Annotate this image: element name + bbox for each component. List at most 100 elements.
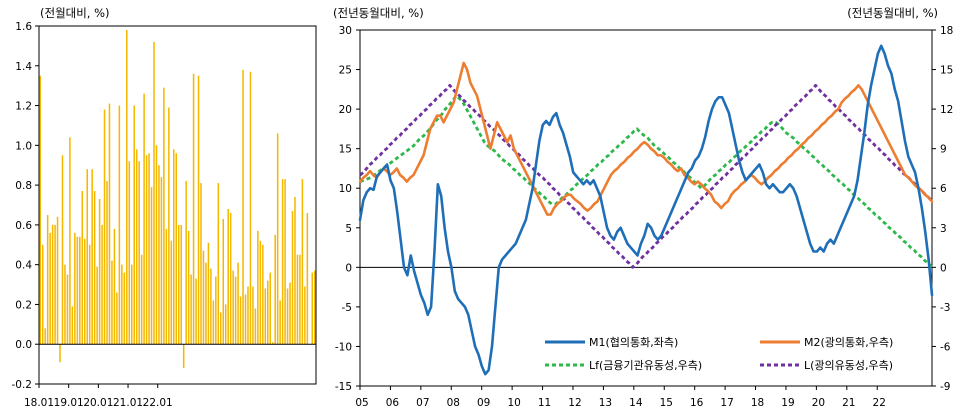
right-right-y-tick-label: 15 [940,65,953,77]
bar [187,230,190,345]
right-x-tick-label: 07 [416,397,429,409]
bar [111,260,113,345]
right-unit-label-right: (전년동월대비, %) [847,6,938,20]
left-y-tick-label: 1.2 [15,101,32,113]
legend-label: M2(광의통화,우측) [804,336,893,349]
left-y-axis: 1.6 1.4 1.2 1.0 0.8 0.6 0.4 0.2 0.0 -0.2 [12,21,39,391]
bar [304,286,306,345]
right-left-y-tick-label: 25 [339,65,352,77]
bar [192,73,195,345]
bar [145,155,148,345]
right-series-lines [358,44,934,376]
bar [158,165,160,345]
right-x-tick-label: 21 [842,397,855,409]
bar [150,187,153,345]
bar [41,244,44,345]
bar [227,208,229,345]
bar [168,107,170,345]
right-right-y-tick-label: -9 [940,381,950,393]
left-y-tick-label: 1.6 [15,21,32,33]
left-y-tick-label: 0.2 [15,299,32,311]
bar [61,155,64,345]
bar [143,93,145,345]
right-right-y-tick-label: 3 [940,223,947,235]
bar [229,212,232,345]
right-x-tick-label: 05 [355,397,368,409]
bar [232,270,234,345]
bar [279,300,281,345]
bar [254,308,257,345]
bar [59,344,61,363]
left-x-tick-label: 21.01 [113,397,143,409]
right-left-y-tick-label: 15 [339,144,352,156]
right-x-tick-label: 08 [447,397,460,409]
bar [155,145,158,345]
bar [153,41,155,345]
bar [311,272,314,345]
left-unit-label: (전월대비, %) [40,6,110,20]
bar [128,161,131,345]
left-bar-chart: (전월대비, %) 1.6 1.4 1.2 1.0 0.8 0.6 0.4 0.2 0.0 -0.… [12,6,317,409]
bar [200,183,202,345]
bar [170,240,173,345]
bar [249,71,252,345]
left-y-tick-label: 1.4 [15,61,32,73]
left-x-tick-label: 22.01 [143,397,173,409]
bar [83,238,86,345]
bar [91,169,93,345]
bar [284,179,286,345]
bar [237,262,239,345]
bar [269,272,272,345]
right-left-y-tick-label: -10 [335,341,352,353]
right-right-y-tick-label: 18 [940,25,953,37]
bar [93,191,96,345]
bar [163,87,165,345]
bar [54,224,56,345]
bar [247,286,249,345]
bar [291,210,294,345]
bar [242,69,244,345]
bar [126,29,128,345]
bar [257,230,259,345]
bar [140,254,143,345]
left-y-tick-label: 1.0 [15,140,32,152]
bar [281,179,284,345]
bar [121,264,123,345]
bar [244,294,247,345]
bar [222,218,225,345]
left-plot-frame [38,25,317,385]
right-x-tick-label: 17 [720,397,733,409]
bar [252,286,254,345]
bar [175,153,178,345]
right-right-y-tick-label: 6 [940,183,947,195]
right-x-tick-label: 18 [751,397,764,409]
bar [98,199,101,345]
bar [106,181,108,345]
right-x-tick-label: 16 [690,397,704,409]
bar [224,304,227,345]
right-left-y-axis: 30 25 20 15 10 5 0 -5 -10 -15 [335,25,360,393]
right-plot-frame [359,29,933,387]
right-x-tick-label: 19 [781,397,794,409]
bar [148,153,150,345]
left-y-tick-label: 0.8 [15,180,32,192]
bar [271,342,274,345]
bar [39,75,41,345]
bar [173,149,175,345]
bar [116,292,118,345]
bar [217,183,220,345]
bar [113,228,116,345]
bar [234,276,237,345]
legend-label: Lf(금융기관유동성,우측) [589,359,702,372]
bar [274,234,276,345]
right-x-tick-label: 13 [599,397,612,409]
left-x-tick-label: 19.01 [54,397,84,409]
right-x-axis: 05 06 07 08 09 10 11 12 13 14 15 16 17 18 19 20 21 22 [355,386,886,409]
right-left-y-tick-label: 20 [339,104,352,116]
bar [86,169,88,345]
right-left-y-tick-label: 0 [345,262,352,274]
left-y-tick-label: 0.6 [15,220,32,232]
bar [66,274,69,345]
series-line [358,44,934,376]
